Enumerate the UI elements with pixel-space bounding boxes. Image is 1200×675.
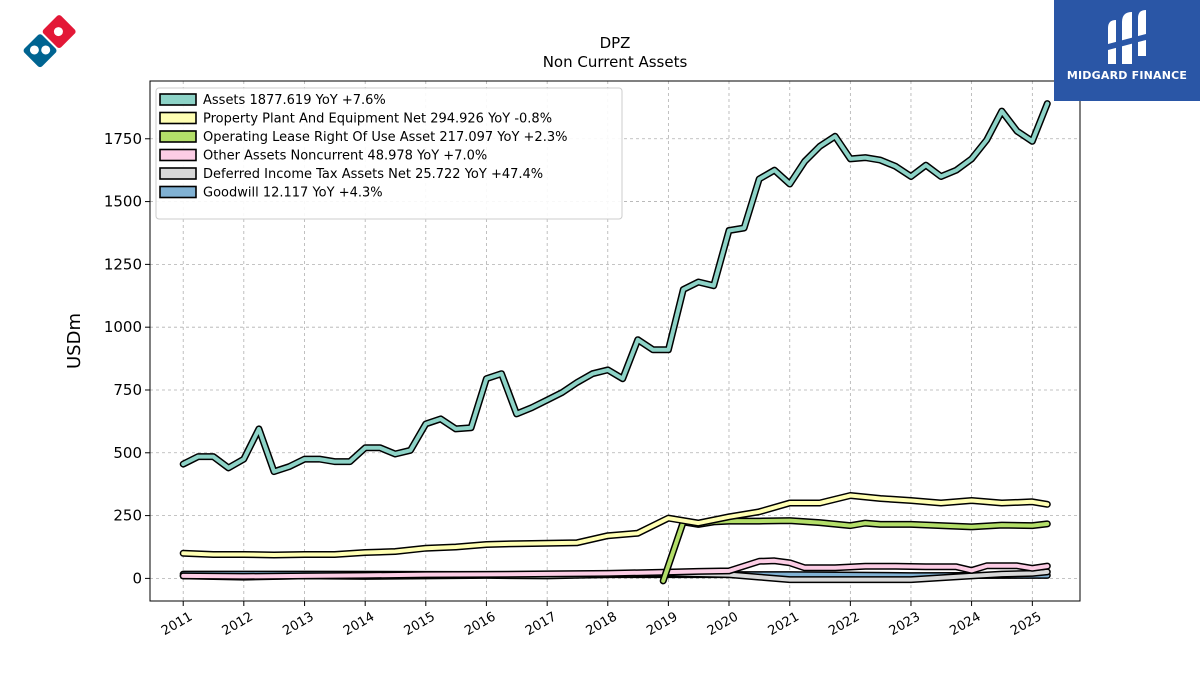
- y-tick-label: 1750: [104, 130, 142, 148]
- x-tick-label: 2022: [826, 609, 862, 639]
- series-line-other-assets-noncurrent: [181, 558, 1050, 579]
- x-tick-label: 2019: [644, 609, 680, 639]
- y-tick-label: 1000: [104, 318, 142, 336]
- legend-entry: Operating Lease Right Of Use Asset 217.0…: [203, 130, 567, 145]
- series-layer: [179, 100, 1051, 585]
- chart-subtitle: Non Current Assets: [543, 53, 688, 71]
- plot-frame: [149, 80, 1081, 602]
- x-tick-label: 2025: [1008, 609, 1044, 639]
- x-tick-label: 2011: [159, 609, 195, 639]
- x-tick-label: 2013: [280, 609, 316, 639]
- legend-entry: Goodwill 12.117 YoY +4.3%: [203, 186, 383, 201]
- legend: Assets 1877.619 YoY +7.6% Property Plant …: [155, 87, 623, 220]
- y-tick-label: 0: [132, 569, 142, 587]
- x-tick-label: 2017: [523, 609, 559, 639]
- x-tick-label: 2021: [766, 609, 802, 639]
- legend-swatch: [159, 111, 197, 125]
- series-line-property-plant-and-equipment-net: [181, 493, 1050, 557]
- x-tick-label: 2020: [705, 609, 741, 639]
- legend-entry: Other Assets Noncurrent 48.978 YoY +7.0%: [203, 149, 487, 164]
- legend-swatch: [159, 148, 197, 162]
- series-line-assets: [181, 101, 1050, 474]
- brand-badge: MIDGARD FINANCE: [1054, 0, 1200, 101]
- midgard-mark-icon: [1108, 10, 1146, 64]
- x-tick-label: 2024: [947, 609, 983, 639]
- logo-pip: [29, 45, 39, 55]
- legend-swatch: [159, 185, 197, 199]
- legend-swatch: [159, 130, 197, 143]
- logo-blue-tile: [23, 34, 57, 68]
- legend-entry: Deferred Income Tax Assets Net 25.722 Yo…: [203, 167, 543, 182]
- x-tick-label: 2023: [887, 609, 923, 639]
- legend-swatch: [159, 93, 197, 106]
- logo-pip: [53, 27, 63, 37]
- y-axis-label: USDm: [64, 313, 85, 369]
- x-tick-label: 2014: [341, 609, 377, 639]
- x-tick-label: 2016: [462, 609, 498, 639]
- x-tick-label: 2012: [220, 609, 256, 639]
- x-tick-label: 2018: [584, 609, 620, 639]
- legend-entry: Property Plant And Equipment Net 294.926…: [203, 112, 552, 127]
- legend-entry: Assets 1877.619 YoY +7.6%: [203, 93, 386, 108]
- brand-name: MIDGARD FINANCE: [1066, 69, 1188, 82]
- y-tick-label: 1250: [104, 255, 142, 273]
- y-tick-label: 500: [113, 444, 142, 462]
- y-tick-label: 250: [113, 507, 142, 525]
- logo-pip: [41, 45, 51, 55]
- y-tick-label: 1500: [104, 193, 142, 211]
- y-tick-label: 750: [113, 381, 142, 399]
- chart-title: DPZ: [600, 34, 631, 52]
- dominos-logo: [23, 15, 76, 68]
- legend-swatch: [159, 167, 197, 180]
- x-tick-label: 2015: [402, 609, 438, 639]
- legend-box: [155, 87, 623, 220]
